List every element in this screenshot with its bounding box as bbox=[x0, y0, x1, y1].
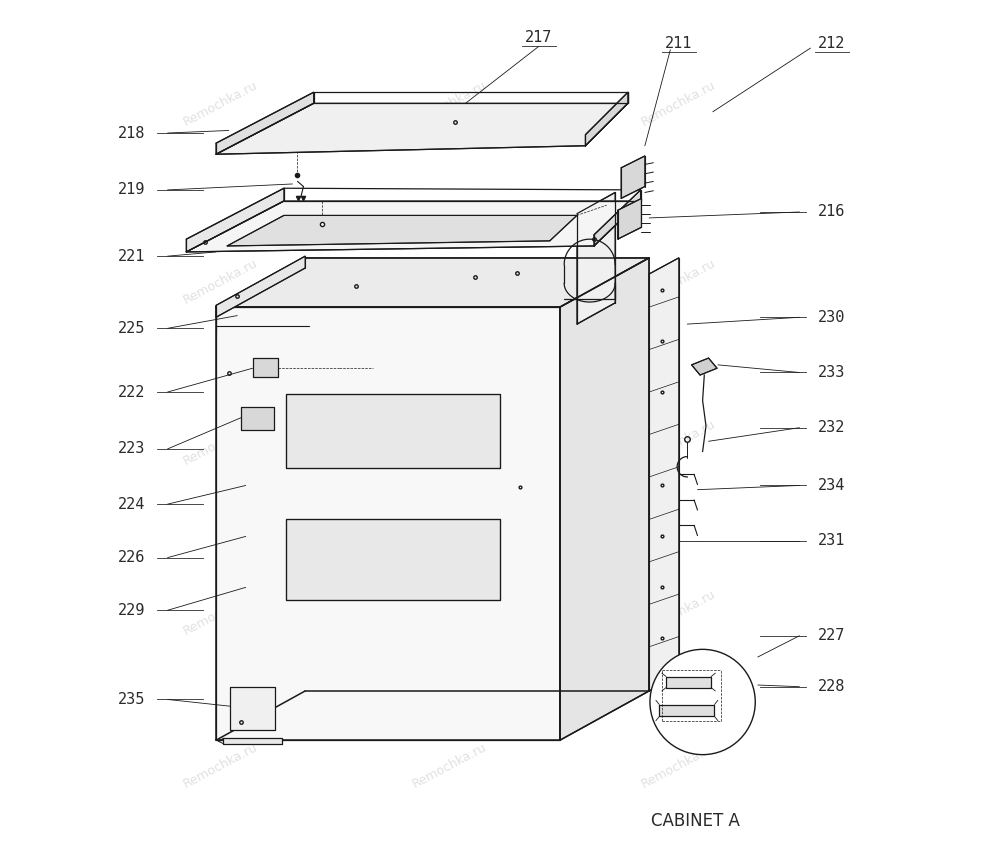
Polygon shape bbox=[216, 103, 628, 154]
Polygon shape bbox=[186, 201, 641, 252]
Text: Remochka.ru: Remochka.ru bbox=[181, 418, 260, 468]
Text: 212: 212 bbox=[818, 37, 845, 51]
Text: 221: 221 bbox=[117, 249, 145, 263]
Text: 231: 231 bbox=[818, 533, 845, 548]
Text: Remochka.ru: Remochka.ru bbox=[410, 256, 489, 307]
Text: 228: 228 bbox=[818, 679, 845, 694]
Text: 222: 222 bbox=[117, 384, 145, 400]
Text: 211: 211 bbox=[665, 37, 693, 51]
Text: Remochka.ru: Remochka.ru bbox=[410, 418, 489, 468]
Text: Remochka.ru: Remochka.ru bbox=[181, 588, 260, 638]
Text: 230: 230 bbox=[818, 310, 845, 325]
Text: Remochka.ru: Remochka.ru bbox=[640, 256, 718, 307]
Polygon shape bbox=[227, 216, 577, 246]
Polygon shape bbox=[216, 256, 305, 317]
Polygon shape bbox=[594, 190, 641, 246]
Text: Remochka.ru: Remochka.ru bbox=[410, 740, 489, 791]
Text: Remochka.ru: Remochka.ru bbox=[640, 740, 718, 791]
Text: CABINET A: CABINET A bbox=[651, 812, 740, 830]
Text: 226: 226 bbox=[117, 550, 145, 565]
Text: 227: 227 bbox=[818, 628, 845, 643]
Polygon shape bbox=[253, 358, 278, 377]
Text: Remochka.ru: Remochka.ru bbox=[640, 78, 718, 129]
Text: Remochka.ru: Remochka.ru bbox=[181, 78, 260, 129]
Text: 234: 234 bbox=[818, 478, 845, 493]
Polygon shape bbox=[241, 407, 274, 430]
Polygon shape bbox=[577, 193, 615, 324]
Polygon shape bbox=[666, 676, 711, 688]
Text: 218: 218 bbox=[117, 125, 145, 141]
Text: Remochka.ru: Remochka.ru bbox=[640, 588, 718, 638]
Polygon shape bbox=[649, 258, 679, 691]
Polygon shape bbox=[222, 738, 282, 745]
Circle shape bbox=[650, 649, 756, 755]
Text: 232: 232 bbox=[818, 420, 845, 435]
Polygon shape bbox=[618, 199, 642, 239]
Text: 225: 225 bbox=[117, 321, 145, 336]
Polygon shape bbox=[186, 188, 284, 252]
Text: 235: 235 bbox=[117, 692, 145, 707]
Text: 229: 229 bbox=[117, 602, 145, 618]
Text: 223: 223 bbox=[117, 441, 145, 457]
Polygon shape bbox=[286, 520, 501, 600]
Polygon shape bbox=[216, 92, 314, 154]
Text: 233: 233 bbox=[818, 365, 845, 380]
Polygon shape bbox=[216, 307, 560, 740]
Polygon shape bbox=[585, 92, 628, 146]
Text: 216: 216 bbox=[818, 204, 845, 220]
Text: 224: 224 bbox=[117, 497, 145, 512]
Text: Remochka.ru: Remochka.ru bbox=[410, 78, 489, 129]
Polygon shape bbox=[230, 687, 276, 730]
Polygon shape bbox=[560, 258, 649, 740]
Text: 219: 219 bbox=[117, 182, 145, 198]
Text: 217: 217 bbox=[525, 31, 552, 45]
Text: Remochka.ru: Remochka.ru bbox=[410, 588, 489, 638]
Polygon shape bbox=[286, 394, 501, 469]
Polygon shape bbox=[216, 258, 649, 307]
Text: Remochka.ru: Remochka.ru bbox=[181, 256, 260, 307]
Text: Remochka.ru: Remochka.ru bbox=[640, 418, 718, 468]
Polygon shape bbox=[621, 156, 645, 199]
Polygon shape bbox=[659, 705, 714, 717]
Polygon shape bbox=[692, 358, 717, 375]
Text: Remochka.ru: Remochka.ru bbox=[181, 740, 260, 791]
